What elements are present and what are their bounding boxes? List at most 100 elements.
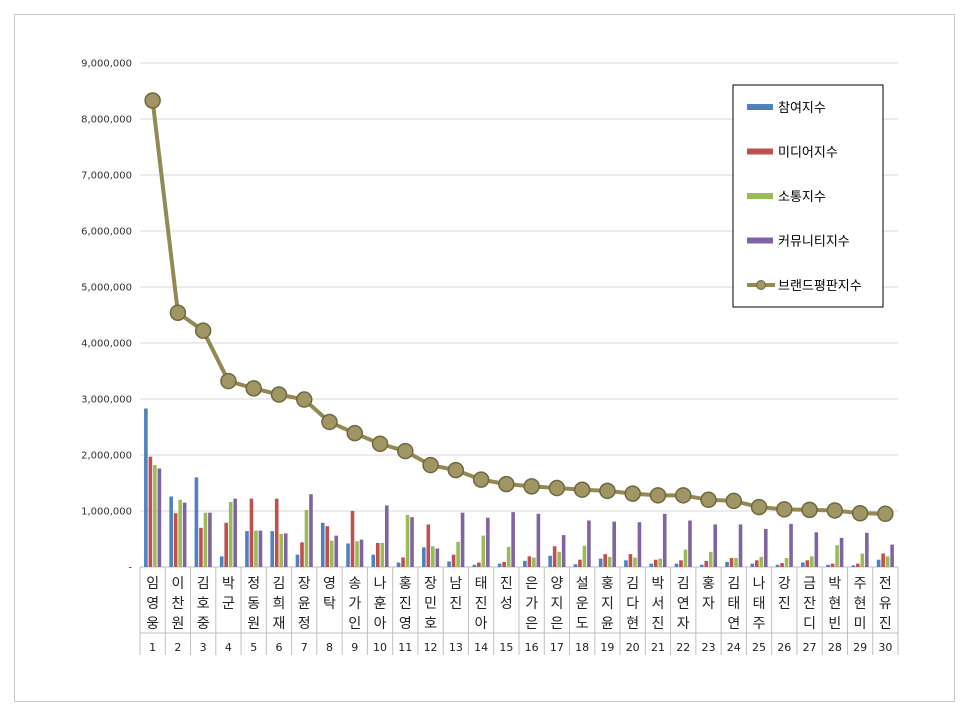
bar-미디어지수	[274, 498, 279, 567]
bar-미디어지수	[173, 513, 178, 567]
bar-참여지수	[826, 564, 830, 567]
bar-미디어지수	[350, 511, 355, 567]
bar-미디어지수	[628, 554, 633, 567]
legend-swatch	[747, 193, 773, 199]
bar-참여지수	[674, 563, 679, 567]
bar-참여지수	[573, 564, 578, 567]
bar-소통지수	[633, 557, 637, 567]
bar-소통지수	[405, 514, 410, 567]
line-point	[826, 502, 844, 519]
bar-미디어지수	[578, 559, 582, 567]
legend-marker	[756, 280, 766, 290]
bar-소통지수	[506, 546, 511, 567]
line-point	[725, 492, 743, 510]
line-point	[371, 435, 389, 453]
bar-커뮤니티지수	[865, 532, 869, 567]
bar-커뮤니티지수	[688, 520, 692, 567]
legend-label: 커뮤니티지수	[778, 235, 850, 250]
y-tick-label: 8,000,000	[81, 115, 132, 126]
bar-커뮤니티지수	[334, 535, 339, 567]
bar-커뮤니티지수	[157, 468, 162, 567]
bar-미디어지수	[704, 560, 709, 567]
brand-reputation-chart: - 1,000,000 2,000,000 3,000,000 4,000,000 5,0…	[81, 59, 899, 655]
bar-미디어지수	[729, 558, 734, 567]
bar-미디어지수	[451, 554, 456, 567]
chart-frame: - 1,000,000 2,000,000 3,000,000 4,000,000 5,0…	[14, 14, 955, 702]
bar-커뮤니티지수	[612, 521, 616, 567]
bar-참여지수	[699, 564, 704, 567]
line-point	[877, 505, 894, 523]
bar-미디어지수	[830, 563, 835, 567]
line-point	[346, 424, 364, 442]
rank-label: 9	[351, 641, 358, 654]
bar-참여지수	[447, 561, 451, 567]
bar-참여지수	[346, 543, 350, 567]
bar-참여지수	[497, 563, 502, 567]
bar-미디어지수	[805, 560, 810, 567]
legend-label: 미디어지수	[778, 146, 838, 161]
bar-소통지수	[658, 558, 663, 567]
bar-커뮤니티지수	[258, 530, 263, 567]
rank-label: 7	[301, 641, 308, 654]
bar-미디어지수	[224, 522, 228, 567]
line-point	[750, 498, 768, 516]
bar-소통지수	[153, 465, 157, 567]
bar-커뮤니티지수	[182, 502, 187, 567]
bar-참여지수	[775, 564, 780, 567]
rank-label: 24	[727, 641, 741, 654]
bar-소통지수	[228, 502, 233, 567]
bar-커뮤니티지수	[738, 524, 743, 567]
bar-커뮤니티지수	[890, 544, 894, 567]
line-point	[573, 481, 591, 498]
line-point	[144, 92, 161, 109]
bar-미디어지수	[477, 562, 481, 567]
bars	[144, 408, 894, 567]
bar-미디어지수	[199, 527, 203, 567]
bar-참여지수	[548, 555, 552, 567]
bar-소통지수	[355, 541, 359, 567]
bar-소통지수	[456, 541, 460, 567]
legend-swatch	[747, 104, 773, 110]
rank-label: 13	[449, 641, 463, 654]
bar-소통지수	[810, 556, 814, 567]
rank-label: 16	[525, 641, 539, 654]
bar-미디어지수	[325, 526, 330, 567]
y-tick-label: 9,000,000	[81, 59, 132, 70]
rank-label: 25	[752, 641, 766, 654]
legend-label: 소통지수	[778, 190, 826, 205]
bar-커뮤니티지수	[637, 522, 642, 567]
rank-label: 26	[777, 641, 791, 654]
bar-소통지수	[532, 557, 536, 567]
rank-label: 1	[149, 641, 156, 654]
bar-커뮤니티지수	[511, 512, 515, 567]
rank-label: 12	[424, 641, 438, 654]
bar-미디어지수	[527, 556, 532, 567]
bar-참여지수	[851, 565, 856, 567]
rank-label: 17	[550, 641, 564, 654]
line-point	[397, 442, 414, 460]
line-point	[548, 479, 566, 497]
bar-미디어지수	[502, 561, 506, 567]
bar-참여지수	[725, 561, 729, 567]
rank-label: 5	[250, 641, 257, 654]
y-tick-label: 3,000,000	[81, 395, 132, 406]
